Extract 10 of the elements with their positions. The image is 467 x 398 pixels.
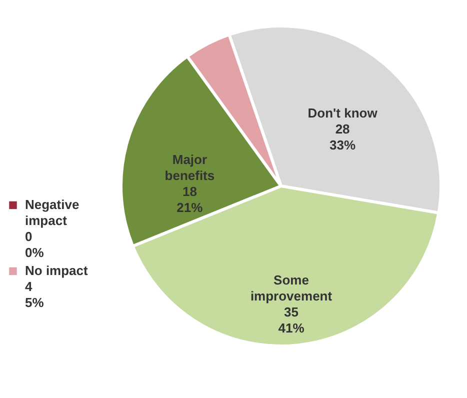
- slice-label: Major benefits: [164, 152, 215, 183]
- data-label: 18 21%: [176, 184, 204, 215]
- data-label: 35 41%: [278, 304, 305, 336]
- data-label: 4 5%: [25, 279, 44, 310]
- slice-label: Some improvement: [250, 272, 333, 304]
- slice-label: Don't know: [308, 106, 378, 121]
- legend-label: Negative impact: [25, 197, 80, 228]
- legend-label: No impact: [25, 263, 89, 278]
- data-label: 28 33%: [330, 122, 356, 153]
- text: 0 0%: [25, 229, 44, 260]
